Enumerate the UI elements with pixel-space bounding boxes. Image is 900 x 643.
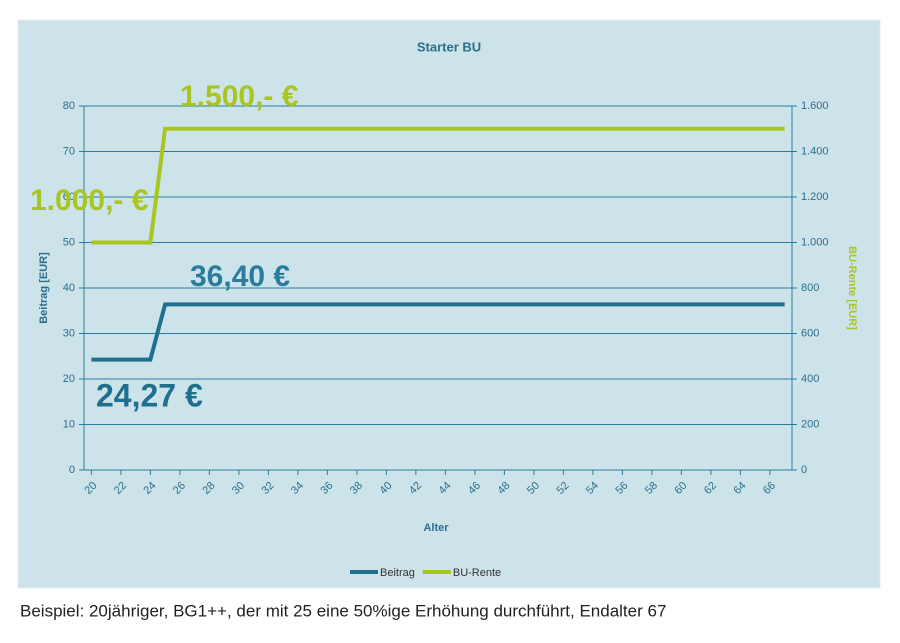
series-line <box>91 302 785 362</box>
y2-axis-label: BU-Rente [EUR] <box>846 246 858 330</box>
annotation: 36,40 € <box>190 260 290 293</box>
y-tick-label: 40 <box>63 282 75 294</box>
y-tick-label: 10 <box>63 418 75 430</box>
y-tick-label: 70 <box>63 145 75 157</box>
y-tick-label: 0 <box>69 464 75 476</box>
y2-tick-label: 800 <box>801 282 819 294</box>
y2-tick-label: 1.400 <box>801 145 829 157</box>
legend-label: BU-Rente <box>453 567 501 579</box>
y2-tick-label: 0 <box>801 464 807 476</box>
x-axis-label: Alter <box>423 522 449 534</box>
y2-tick-label: 1.200 <box>801 191 829 203</box>
y2-tick-label: 200 <box>801 418 819 430</box>
annotation: 24,27 € <box>96 377 203 413</box>
y-tick-label: 20 <box>63 373 75 385</box>
y-tick-label: 80 <box>63 100 75 112</box>
series-line <box>91 126 785 245</box>
chart-title: Starter BU <box>417 39 481 54</box>
y-axis-label: Beitrag [EUR] <box>38 252 50 324</box>
y2-tick-label: 400 <box>801 373 819 385</box>
y2-tick-label: 1.600 <box>801 100 829 112</box>
annotation: 1.500,- € <box>180 80 299 113</box>
y-tick-label: 30 <box>63 327 75 339</box>
y-tick-label: 60 <box>63 191 75 203</box>
annotation: 1.000,- € <box>30 184 149 217</box>
legend-label: Beitrag <box>380 567 415 579</box>
caption: Beispiel: 20jähriger, BG1++, der mit 25 … <box>20 601 666 620</box>
y2-tick-label: 600 <box>801 327 819 339</box>
y-tick-label: 50 <box>63 236 75 248</box>
y2-tick-label: 1.000 <box>801 236 829 248</box>
